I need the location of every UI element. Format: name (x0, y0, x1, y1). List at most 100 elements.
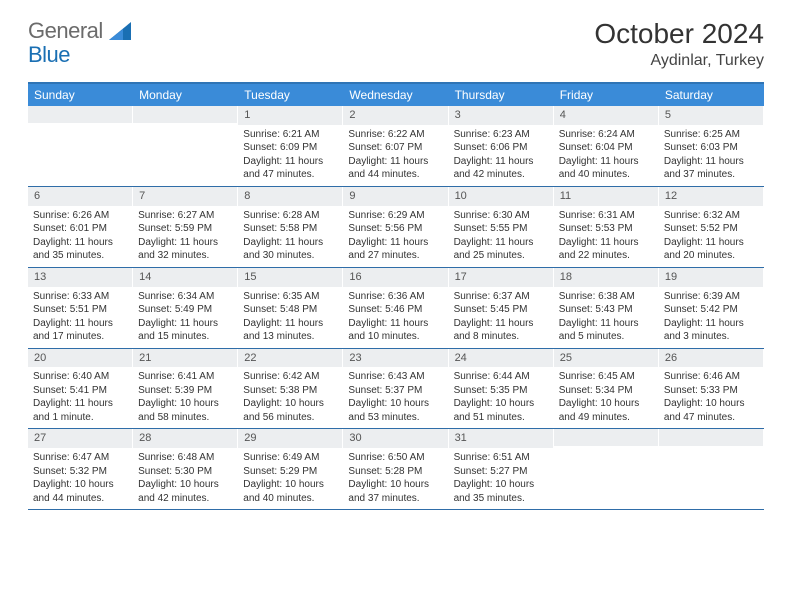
day-body: Sunrise: 6:25 AMSunset: 6:03 PMDaylight:… (659, 125, 764, 186)
day-body: Sunrise: 6:45 AMSunset: 5:34 PMDaylight:… (554, 367, 659, 428)
daylight: Daylight: 10 hours and 47 minutes. (664, 397, 759, 424)
day-cell: 4Sunrise: 6:24 AMSunset: 6:04 PMDaylight… (554, 106, 659, 186)
day-number: 18 (554, 268, 659, 287)
day-body: Sunrise: 6:47 AMSunset: 5:32 PMDaylight:… (28, 448, 133, 509)
week-row: 1Sunrise: 6:21 AMSunset: 6:09 PMDaylight… (28, 106, 764, 187)
day-number: 26 (659, 349, 764, 368)
sunset: Sunset: 5:51 PM (33, 303, 128, 317)
sunset: Sunset: 5:30 PM (138, 465, 233, 479)
daylight: Daylight: 11 hours and 44 minutes. (348, 155, 443, 182)
day-body: Sunrise: 6:30 AMSunset: 5:55 PMDaylight:… (449, 206, 554, 267)
day-cell: 25Sunrise: 6:45 AMSunset: 5:34 PMDayligh… (554, 349, 659, 429)
day-cell: 13Sunrise: 6:33 AMSunset: 5:51 PMDayligh… (28, 268, 133, 348)
day-number: 13 (28, 268, 133, 287)
sunset: Sunset: 6:09 PM (243, 141, 338, 155)
daylight: Daylight: 10 hours and 49 minutes. (559, 397, 654, 424)
sunset: Sunset: 5:49 PM (138, 303, 233, 317)
day-cell: 2Sunrise: 6:22 AMSunset: 6:07 PMDaylight… (343, 106, 448, 186)
day-number: 6 (28, 187, 133, 206)
sunset: Sunset: 6:06 PM (454, 141, 549, 155)
sunset: Sunset: 5:53 PM (559, 222, 654, 236)
title-block: October 2024 Aydinlar, Turkey (594, 18, 764, 70)
day-cell: 14Sunrise: 6:34 AMSunset: 5:49 PMDayligh… (133, 268, 238, 348)
logo-triangle-icon (109, 22, 131, 40)
daylight: Daylight: 10 hours and 58 minutes. (138, 397, 233, 424)
day-cell: 16Sunrise: 6:36 AMSunset: 5:46 PMDayligh… (343, 268, 448, 348)
sunset: Sunset: 5:59 PM (138, 222, 233, 236)
sunrise: Sunrise: 6:28 AM (243, 209, 338, 223)
daylight: Daylight: 10 hours and 35 minutes. (454, 478, 549, 505)
day-body (28, 123, 133, 130)
day-cell: 19Sunrise: 6:39 AMSunset: 5:42 PMDayligh… (659, 268, 764, 348)
daylight: Daylight: 10 hours and 44 minutes. (33, 478, 128, 505)
day-cell: 17Sunrise: 6:37 AMSunset: 5:45 PMDayligh… (449, 268, 554, 348)
day-cell: 12Sunrise: 6:32 AMSunset: 5:52 PMDayligh… (659, 187, 764, 267)
daylight: Daylight: 11 hours and 13 minutes. (243, 317, 338, 344)
sunset: Sunset: 5:48 PM (243, 303, 338, 317)
sunset: Sunset: 5:37 PM (348, 384, 443, 398)
day-body: Sunrise: 6:44 AMSunset: 5:35 PMDaylight:… (449, 367, 554, 428)
day-header: Thursday (449, 84, 554, 106)
day-body: Sunrise: 6:37 AMSunset: 5:45 PMDaylight:… (449, 287, 554, 348)
sunrise: Sunrise: 6:50 AM (348, 451, 443, 465)
sunset: Sunset: 6:03 PM (664, 141, 759, 155)
sunset: Sunset: 5:35 PM (454, 384, 549, 398)
sunset: Sunset: 5:56 PM (348, 222, 443, 236)
day-number: 27 (28, 429, 133, 448)
day-cell: 24Sunrise: 6:44 AMSunset: 5:35 PMDayligh… (449, 349, 554, 429)
day-number: 14 (133, 268, 238, 287)
week-row: 13Sunrise: 6:33 AMSunset: 5:51 PMDayligh… (28, 268, 764, 349)
day-number: 25 (554, 349, 659, 368)
day-body: Sunrise: 6:29 AMSunset: 5:56 PMDaylight:… (343, 206, 448, 267)
day-number: 28 (133, 429, 238, 448)
day-number: 19 (659, 268, 764, 287)
sunrise: Sunrise: 6:35 AM (243, 290, 338, 304)
sunrise: Sunrise: 6:27 AM (138, 209, 233, 223)
day-body: Sunrise: 6:36 AMSunset: 5:46 PMDaylight:… (343, 287, 448, 348)
day-cell: 7Sunrise: 6:27 AMSunset: 5:59 PMDaylight… (133, 187, 238, 267)
sunrise: Sunrise: 6:21 AM (243, 128, 338, 142)
day-cell: 3Sunrise: 6:23 AMSunset: 6:06 PMDaylight… (449, 106, 554, 186)
day-header: Tuesday (238, 84, 343, 106)
location: Aydinlar, Turkey (594, 52, 764, 70)
month-title: October 2024 (594, 18, 764, 50)
daylight: Daylight: 11 hours and 8 minutes. (454, 317, 549, 344)
day-body: Sunrise: 6:31 AMSunset: 5:53 PMDaylight:… (554, 206, 659, 267)
sunrise: Sunrise: 6:37 AM (454, 290, 549, 304)
day-body (554, 446, 659, 453)
daylight: Daylight: 10 hours and 53 minutes. (348, 397, 443, 424)
sunrise: Sunrise: 6:40 AM (33, 370, 128, 384)
sunrise: Sunrise: 6:46 AM (664, 370, 759, 384)
daylight: Daylight: 11 hours and 30 minutes. (243, 236, 338, 263)
daylight: Daylight: 11 hours and 47 minutes. (243, 155, 338, 182)
header: General October 2024 Aydinlar, Turkey (28, 18, 764, 70)
daylight: Daylight: 11 hours and 17 minutes. (33, 317, 128, 344)
day-body: Sunrise: 6:35 AMSunset: 5:48 PMDaylight:… (238, 287, 343, 348)
sunrise: Sunrise: 6:29 AM (348, 209, 443, 223)
sunset: Sunset: 5:43 PM (559, 303, 654, 317)
sunset: Sunset: 5:52 PM (664, 222, 759, 236)
day-body (659, 446, 764, 453)
day-number: 4 (554, 106, 659, 125)
day-number: 20 (28, 349, 133, 368)
day-cell: 10Sunrise: 6:30 AMSunset: 5:55 PMDayligh… (449, 187, 554, 267)
day-body: Sunrise: 6:33 AMSunset: 5:51 PMDaylight:… (28, 287, 133, 348)
sunrise: Sunrise: 6:31 AM (559, 209, 654, 223)
day-header: Friday (554, 84, 659, 106)
brand-logo: General (28, 18, 133, 44)
day-body: Sunrise: 6:39 AMSunset: 5:42 PMDaylight:… (659, 287, 764, 348)
sunrise: Sunrise: 6:32 AM (664, 209, 759, 223)
day-body: Sunrise: 6:23 AMSunset: 6:06 PMDaylight:… (449, 125, 554, 186)
day-body: Sunrise: 6:27 AMSunset: 5:59 PMDaylight:… (133, 206, 238, 267)
day-body: Sunrise: 6:38 AMSunset: 5:43 PMDaylight:… (554, 287, 659, 348)
day-cell: 1Sunrise: 6:21 AMSunset: 6:09 PMDaylight… (238, 106, 343, 186)
day-header: Monday (133, 84, 238, 106)
day-cell: 15Sunrise: 6:35 AMSunset: 5:48 PMDayligh… (238, 268, 343, 348)
day-header-row: Sunday Monday Tuesday Wednesday Thursday… (28, 84, 764, 106)
sunrise: Sunrise: 6:39 AM (664, 290, 759, 304)
sunset: Sunset: 5:38 PM (243, 384, 338, 398)
daylight: Daylight: 11 hours and 1 minute. (33, 397, 128, 424)
sunset: Sunset: 5:39 PM (138, 384, 233, 398)
sunset: Sunset: 5:33 PM (664, 384, 759, 398)
day-number: 23 (343, 349, 448, 368)
